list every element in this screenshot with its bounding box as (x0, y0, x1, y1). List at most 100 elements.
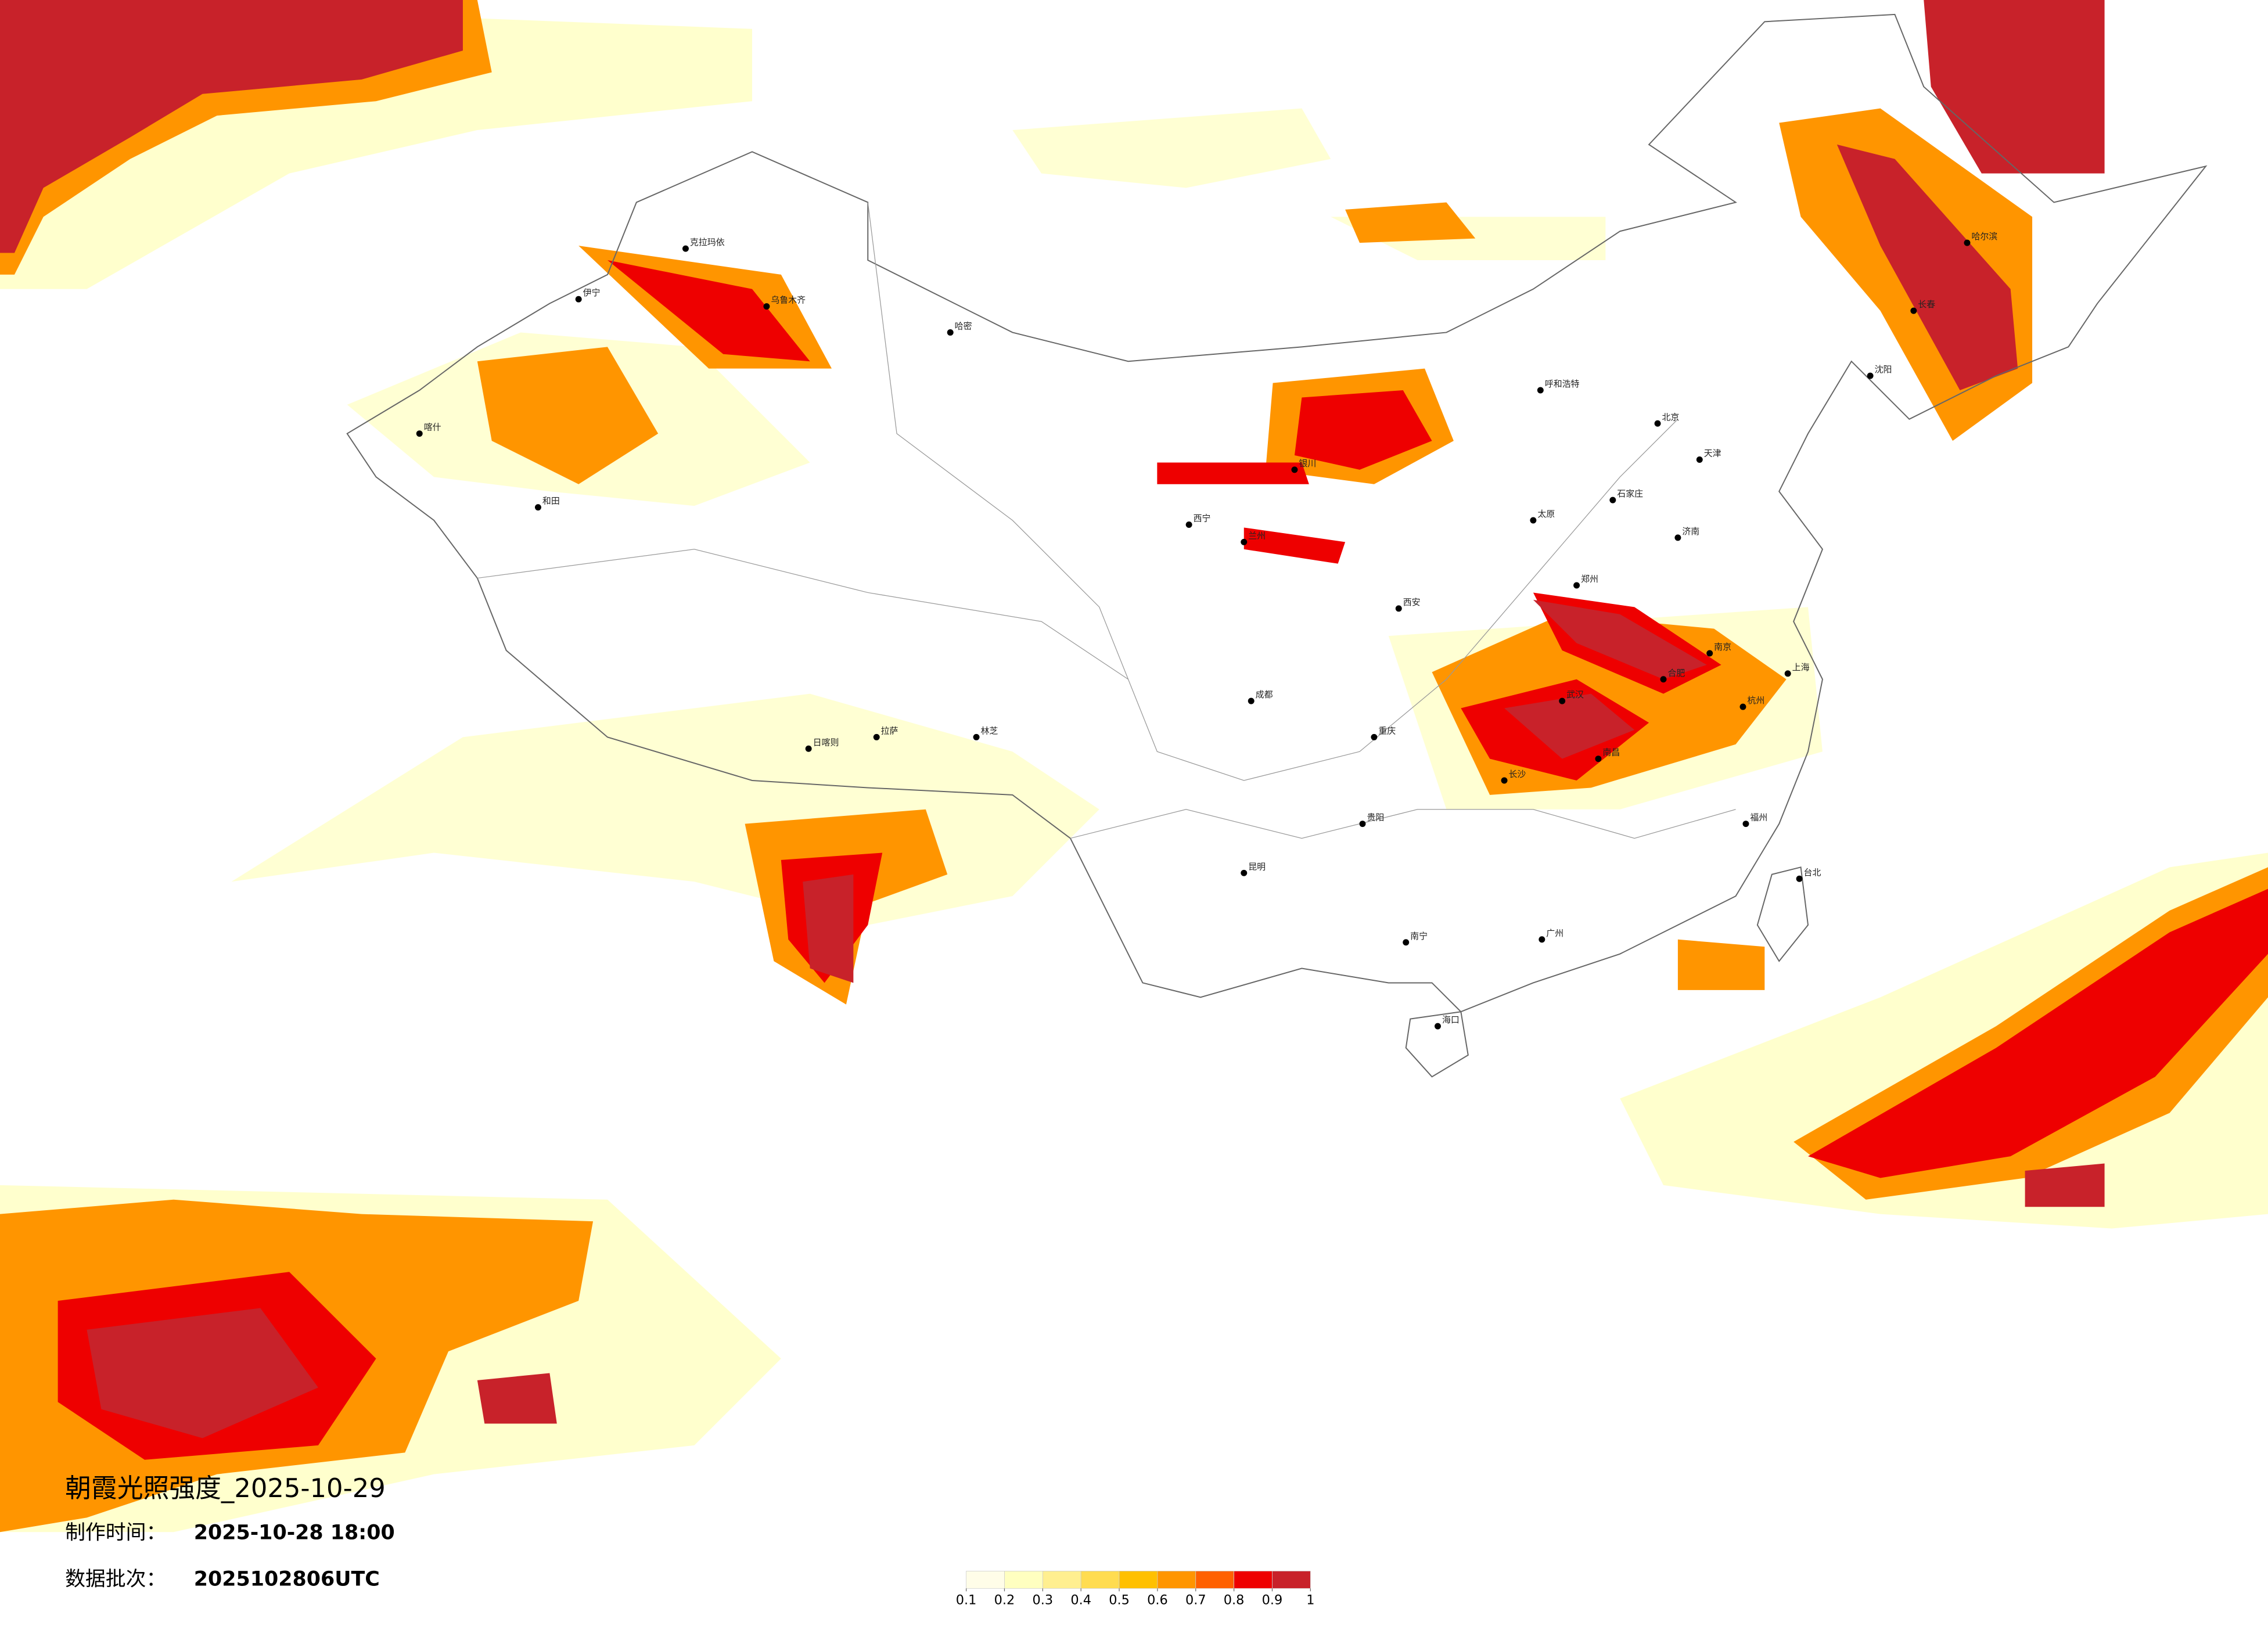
legend-swatch (1042, 1571, 1081, 1589)
city-label: 呼和浩特 (1545, 379, 1580, 389)
legend-swatch (1195, 1571, 1234, 1589)
island-border (1405, 1011, 1469, 1078)
borders (346, 13, 2208, 1078)
province-border (1070, 809, 1736, 839)
island-border (1756, 866, 1809, 962)
legend-tick-label: 0.5 (1109, 1593, 1130, 1608)
heat-area (607, 260, 810, 362)
city-label: 北京 (1662, 412, 1680, 422)
info: 朝霞光照强度_2025-10-29 制作时间： 2025-10-28 18:00… (65, 1473, 395, 1591)
city-label: 南昌 (1602, 747, 1620, 758)
city-label: 南京 (1714, 642, 1731, 652)
city-dot (1403, 939, 1410, 946)
city-dot (1241, 538, 1248, 545)
city-label: 重庆 (1378, 725, 1396, 736)
city-label: 福州 (1750, 812, 1767, 823)
city-dot (1796, 875, 1803, 882)
province-border (867, 202, 1678, 781)
legend-tick-label: 1 (1306, 1593, 1314, 1608)
city-dot (1501, 777, 1508, 784)
city-dot (763, 303, 770, 310)
city-label: 合肥 (1667, 668, 1685, 678)
city-dot (1539, 936, 1545, 943)
city-label: 南宁 (1410, 931, 1428, 941)
city-dot (1739, 703, 1746, 710)
city-label: 济南 (1682, 526, 1699, 537)
legend-tick-label: 0.3 (1033, 1593, 1054, 1608)
heat-area (1533, 599, 1707, 679)
city-dot (1595, 756, 1602, 762)
city-label: 和田 (542, 496, 560, 506)
legend-tick-label: 0.1 (956, 1593, 977, 1608)
city-dot (805, 745, 812, 752)
heat-area (2025, 1163, 2105, 1207)
legend-swatch (1272, 1571, 1311, 1589)
heat-area (0, 0, 463, 253)
legend-swatch (966, 1571, 1005, 1589)
city-dot (1537, 387, 1544, 394)
heat-area (1294, 390, 1432, 470)
heat-area (1808, 888, 2268, 1178)
city-dot (1291, 466, 1298, 473)
make-time-value: 2025-10-28 18:00 (194, 1521, 395, 1545)
legend-tick-label: 0.7 (1185, 1593, 1206, 1608)
heat-layer (0, 0, 2268, 1533)
city-label: 昆明 (1248, 861, 1266, 872)
city-label: 郑州 (1581, 574, 1598, 584)
city-dot (947, 329, 954, 336)
city-dot (1573, 582, 1580, 589)
legend-swatch (1080, 1571, 1120, 1589)
city-label: 广州 (1546, 928, 1563, 938)
city-dot (534, 504, 541, 511)
legend-tick-label: 0.6 (1147, 1593, 1168, 1608)
city-dot (1784, 670, 1791, 677)
city-label: 乌鲁木齐 (771, 295, 806, 305)
heat-area (803, 874, 854, 983)
city-label: 石家庄 (1617, 488, 1643, 499)
heat-area (477, 347, 659, 484)
city-label: 林芝 (981, 725, 998, 736)
province-border (477, 549, 1128, 680)
city-label: 克拉玛依 (690, 237, 725, 247)
city-dot (1559, 697, 1566, 704)
legend: 0.1 0.2 0.3 0.4 0.5 0.6 0.7 0.8 0.9 1 (956, 1571, 1314, 1608)
city-dot (1660, 676, 1667, 683)
legend-swatch (1234, 1571, 1273, 1589)
city-label: 拉萨 (881, 725, 898, 736)
city-label: 西安 (1403, 597, 1421, 607)
legend-tick-label: 0.9 (1262, 1593, 1283, 1608)
city-label: 喀什 (424, 422, 441, 433)
city-label: 成都 (1256, 689, 1273, 700)
city-dot (416, 430, 423, 437)
city-label: 杭州 (1747, 695, 1764, 706)
city-label: 兰州 (1248, 530, 1266, 541)
city-label: 天津 (1704, 448, 1721, 459)
legend-swatch (1157, 1571, 1196, 1589)
city-label: 哈密 (955, 321, 972, 331)
heat-area (1157, 462, 1309, 484)
city-dot (1241, 869, 1248, 876)
city-label: 银川 (1299, 458, 1316, 469)
city-dot (1674, 534, 1681, 541)
legend-tick-label: 0.8 (1224, 1593, 1245, 1608)
city-label: 海口 (1442, 1015, 1460, 1025)
map-title: 朝霞光照强度_2025-10-29 (65, 1473, 386, 1503)
city-dot (973, 733, 980, 740)
city-label: 伊宁 (583, 287, 601, 298)
city-label: 沈阳 (1875, 364, 1892, 375)
legend-tick-label: 0.4 (1070, 1593, 1091, 1608)
city-label: 哈尔滨 (1971, 231, 1997, 242)
city-dot (1530, 517, 1537, 524)
city-label: 长春 (1918, 299, 1935, 310)
city-dot (1248, 697, 1255, 704)
heat-area (1345, 202, 1476, 243)
heat-area (87, 1308, 318, 1438)
city-label: 台北 (1804, 867, 1821, 877)
heat-area (1836, 144, 2018, 390)
city-dot (1435, 1023, 1441, 1030)
city-dot (1609, 497, 1616, 503)
heat-area (1243, 527, 1346, 564)
city-label: 武汉 (1566, 689, 1584, 700)
